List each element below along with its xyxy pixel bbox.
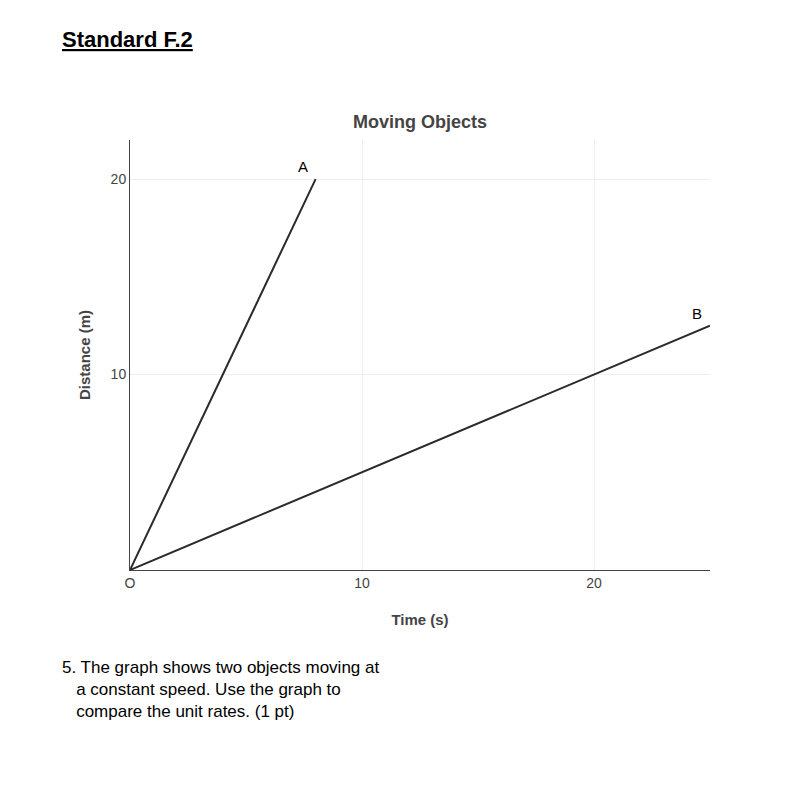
svg-text:Standard F.2: Standard F.2 [62,27,193,52]
svg-text:A: A [298,158,308,175]
svg-text:Moving Objects: Moving Objects [353,112,487,132]
svg-text:10: 10 [111,366,127,382]
svg-text:5. The graph shows two objects: 5. The graph shows two objects moving at… [62,658,379,721]
svg-text:B: B [692,305,702,322]
svg-text:20: 20 [586,575,602,591]
svg-text:Time (s): Time (s) [391,611,448,628]
svg-text:Distance (m): Distance (m) [76,310,93,400]
svg-text:20: 20 [111,171,127,187]
svg-text:10: 10 [354,575,370,591]
svg-text:O: O [125,575,136,591]
